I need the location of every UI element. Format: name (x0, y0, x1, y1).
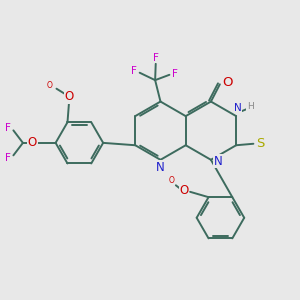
Text: N: N (234, 103, 242, 113)
Text: O: O (47, 81, 53, 90)
Text: O: O (180, 184, 189, 197)
Text: F: F (172, 69, 178, 79)
Text: O: O (28, 136, 37, 149)
Text: O: O (64, 90, 74, 103)
Text: F: F (131, 66, 137, 76)
Text: S: S (256, 137, 264, 150)
Text: N: N (214, 155, 223, 168)
Text: O: O (169, 176, 174, 185)
Text: N: N (156, 161, 165, 174)
Text: F: F (4, 153, 10, 163)
Text: F: F (4, 123, 10, 133)
Text: H: H (247, 102, 253, 111)
Text: F: F (153, 53, 159, 63)
Text: O: O (222, 76, 232, 89)
